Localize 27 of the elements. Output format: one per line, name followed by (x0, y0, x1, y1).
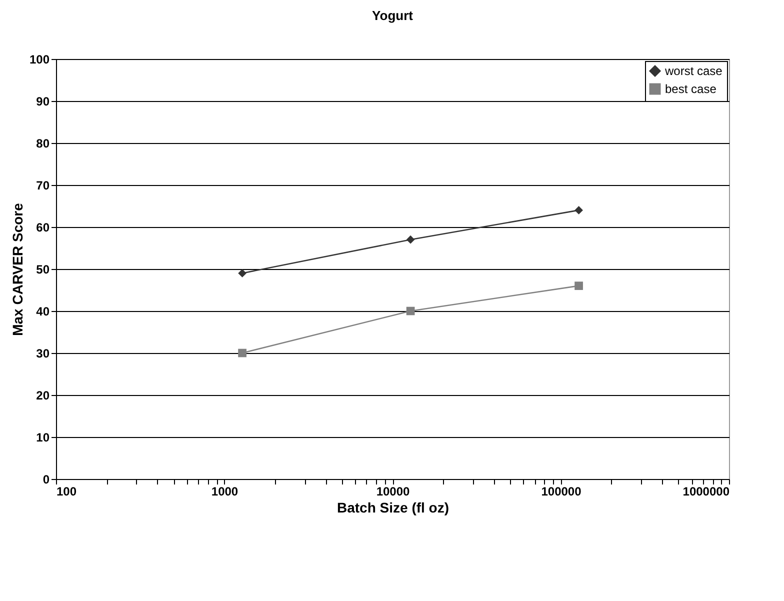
y-tick-label: 0 (42, 472, 50, 486)
point (574, 206, 583, 214)
y-tick-label: 10 (36, 430, 50, 444)
y-tick-label: 30 (36, 346, 50, 360)
point (238, 269, 246, 278)
x-tick-label: 1000000 (682, 484, 730, 498)
legend-label: worst case (664, 64, 723, 78)
y-tick-label: 50 (36, 262, 50, 276)
y-tick-label: 40 (36, 304, 50, 318)
point (238, 348, 246, 358)
point (406, 235, 415, 244)
y-tick-label: 60 (36, 220, 50, 234)
x-axis-title: Batch Size (fl oz) (336, 500, 450, 516)
point (406, 306, 415, 316)
point (574, 282, 583, 290)
y-tick-label: 20 (36, 388, 50, 402)
legend-label: best case (665, 82, 717, 96)
y-tick-label: 80 (36, 136, 50, 150)
y-tick-label: 100 (29, 52, 50, 66)
chart-title: Yogurt (372, 8, 414, 23)
x-tick-label: 100 (56, 484, 77, 498)
y-tick-label: 90 (36, 94, 50, 108)
y-tick-label: 70 (36, 178, 50, 192)
x-tick-label: 1000 (211, 484, 238, 498)
x-tick-label: 100000 (541, 484, 582, 498)
x-tick-label: 10000 (376, 484, 410, 498)
y-axis-title: Max CARVER Score (9, 202, 26, 336)
